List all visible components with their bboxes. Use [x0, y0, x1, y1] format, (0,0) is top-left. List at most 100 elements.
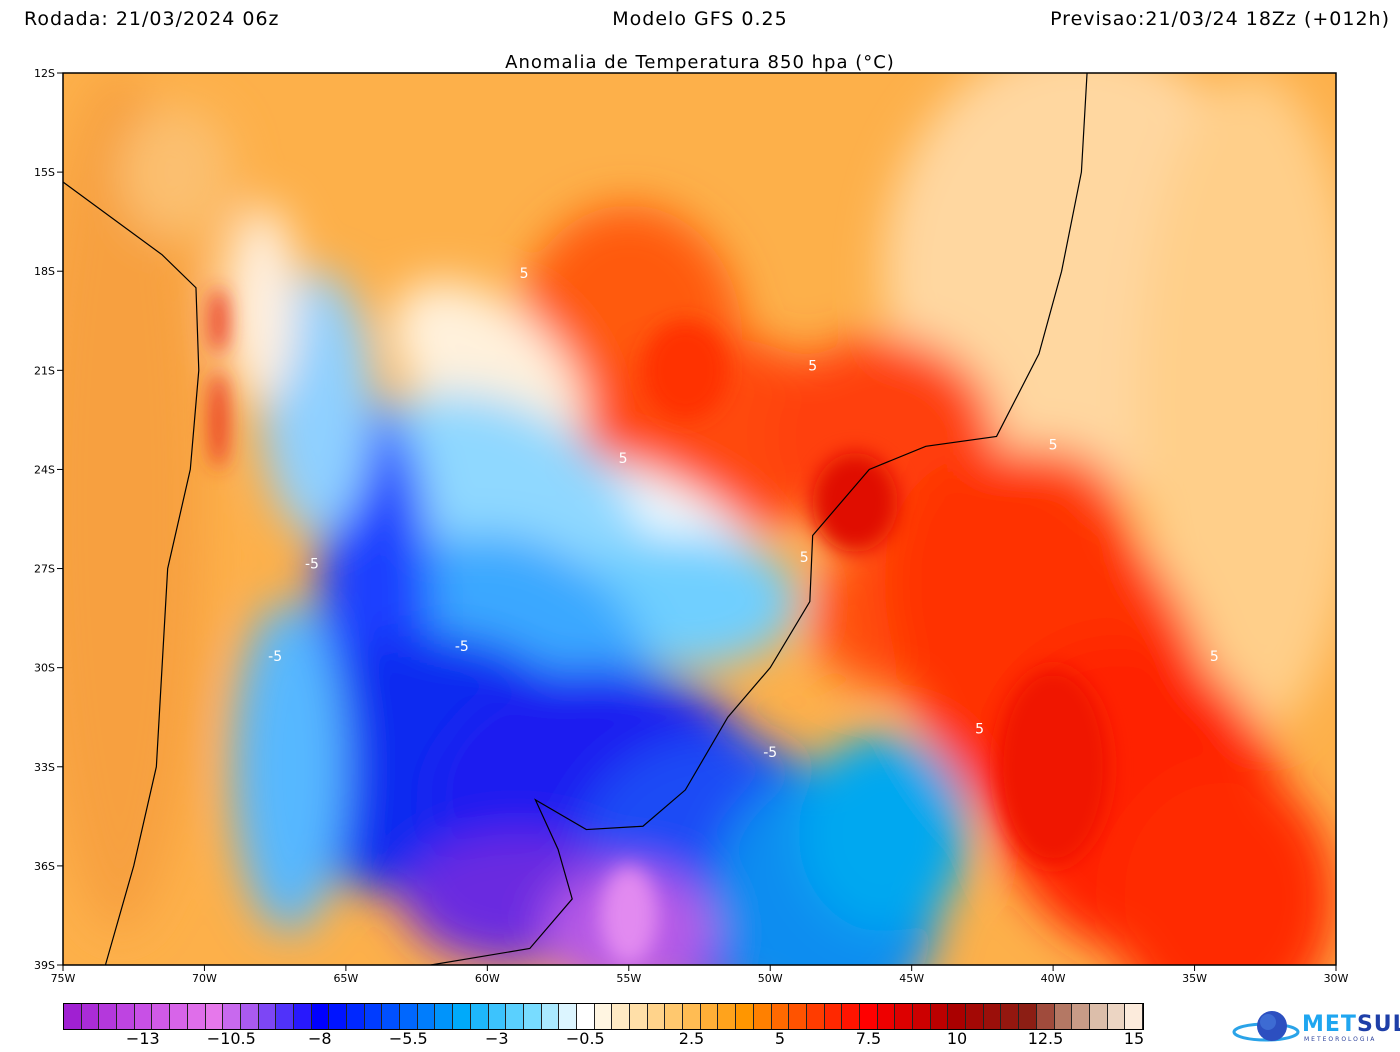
forecast-time-label: Previsao:21/03/24 18Zz (+012h) [1050, 8, 1390, 30]
lon-tick-label: 40W [1041, 972, 1066, 985]
lon-tick-label: 60W [475, 972, 500, 985]
anomaly-core [600, 865, 658, 965]
lon-tick-label: 30W [1324, 972, 1349, 985]
lon-tick-label: 70W [192, 972, 217, 985]
colorbar-label: 2.5 [678, 1029, 705, 1048]
colorbar-swatch [81, 1004, 100, 1029]
lat-tick-label: 21S [34, 364, 55, 377]
colorbar-swatch [117, 1004, 135, 1029]
colorbar-swatch [842, 1004, 860, 1029]
colorbar-swatch [930, 1004, 949, 1029]
colorbar-swatch [240, 1004, 259, 1029]
colorbar-swatch [559, 1004, 577, 1029]
colorbar-label: −8 [308, 1029, 332, 1048]
colorbar-swatch [753, 1004, 772, 1029]
lon-tick-label: 50W [758, 972, 783, 985]
colorbar-swatch [364, 1004, 383, 1029]
contour-label: 5 [619, 451, 628, 467]
anomaly-region [1109, 766, 1336, 965]
coastline [430, 73, 1088, 965]
colorbar [63, 1003, 1144, 1030]
model-label: Modelo GFS 0.25 [612, 8, 788, 30]
colorbar-swatch [948, 1004, 967, 1029]
lon-tick-label: 45W [899, 972, 924, 985]
colorbar-swatch [736, 1004, 754, 1029]
contour-label: 5 [800, 550, 809, 566]
contour-label: 5 [1049, 438, 1058, 454]
logo-met: MET [1302, 1012, 1357, 1037]
anomaly-region [63, 73, 205, 932]
contour-label: 5 [808, 358, 817, 374]
anomaly-core [210, 370, 228, 470]
lat-tick-label: 24S [34, 463, 55, 476]
colorbar-label: 12.5 [1027, 1029, 1064, 1048]
contour-label: -5 [763, 745, 777, 761]
colorbar-label: 10 [946, 1029, 968, 1048]
contour-label: 5 [975, 722, 984, 738]
colorbar-swatch [594, 1004, 613, 1029]
colorbar-swatch [258, 1004, 277, 1029]
anomaly-region [232, 601, 346, 932]
colorbar-swatch [1001, 1004, 1020, 1029]
colorbar-swatch [806, 1004, 825, 1029]
logo-sul: SUL [1356, 1012, 1400, 1037]
colorbar-swatch [311, 1004, 330, 1029]
anomaly-core [812, 452, 898, 552]
colorbar-swatch [187, 1004, 206, 1029]
colorbar-swatch [523, 1004, 542, 1029]
temperature-anomaly-map: 5 5 5 5 5 5 5 -5 -5 -5 -5 12S 15S 18S 21S 24S 27S 30S 33S… [34, 67, 1349, 985]
lon-tick-label: 35W [1182, 972, 1207, 985]
colorbar-swatch [506, 1004, 524, 1029]
lon-tick-label: 65W [333, 972, 358, 985]
contour-label: -5 [455, 639, 469, 655]
colorbar-swatch [1054, 1004, 1073, 1029]
lat-tick-label: 12S [34, 67, 55, 80]
colorbar-swatch [541, 1004, 560, 1029]
anomaly-region [119, 106, 233, 239]
contour-label: 5 [1210, 649, 1219, 665]
colorbar-swatch [859, 1004, 878, 1029]
colorbar-swatch [718, 1004, 737, 1029]
lat-tick-label: 15S [34, 166, 55, 179]
contour-label: -5 [268, 649, 282, 665]
colorbar-swatch [205, 1004, 224, 1029]
map-title: Anomalia de Temperatura 850 hpa (°C) [505, 52, 895, 73]
colorbar-swatch [913, 1004, 931, 1029]
colorbar-swatch [99, 1004, 118, 1029]
anomaly-region [224, 205, 298, 404]
anomaly-region [1137, 73, 1336, 734]
colorbar-swatch [966, 1004, 984, 1029]
lon-tick-label: 55W [616, 972, 641, 985]
colorbar-swatch [895, 1004, 913, 1029]
colorbar-swatch [1107, 1004, 1126, 1029]
run-time-label: Rodada: 21/03/2024 06z [24, 8, 280, 30]
anomaly-core [210, 287, 228, 354]
colorbar-label: −0.5 [565, 1029, 605, 1048]
lat-tick-label: 39S [34, 959, 55, 972]
colorbar-swatch [1072, 1004, 1090, 1029]
colorbar-swatch [647, 1004, 666, 1029]
colorbar-swatch [488, 1004, 507, 1029]
lat-tick-label: 18S [34, 265, 55, 278]
globe-icon [1232, 1011, 1300, 1042]
colorbar-swatch [293, 1004, 312, 1029]
colorbar-swatch [665, 1004, 684, 1029]
colorbar-swatch [983, 1004, 1002, 1029]
colorbar-swatch [683, 1004, 701, 1029]
colorbar-swatch [64, 1004, 82, 1029]
colorbar-label: −10.5 [206, 1029, 256, 1048]
colorbar-swatch [134, 1004, 153, 1029]
colorbar-swatch [1125, 1004, 1143, 1029]
colorbar-swatch [1019, 1004, 1037, 1029]
colorbar-swatch [435, 1004, 454, 1029]
contour-label: 5 [520, 266, 529, 282]
anomaly-region [798, 733, 969, 932]
colorbar-swatch [152, 1004, 171, 1029]
colorbar-swatch [612, 1004, 630, 1029]
colorbar-swatch [470, 1004, 489, 1029]
logo-subtitle: METEOROLOGIA [1304, 1036, 1377, 1043]
colorbar-swatch [329, 1004, 347, 1029]
colorbar-swatch [223, 1004, 241, 1029]
colorbar-label: −13 [125, 1029, 160, 1048]
colorbar-swatch [453, 1004, 471, 1029]
